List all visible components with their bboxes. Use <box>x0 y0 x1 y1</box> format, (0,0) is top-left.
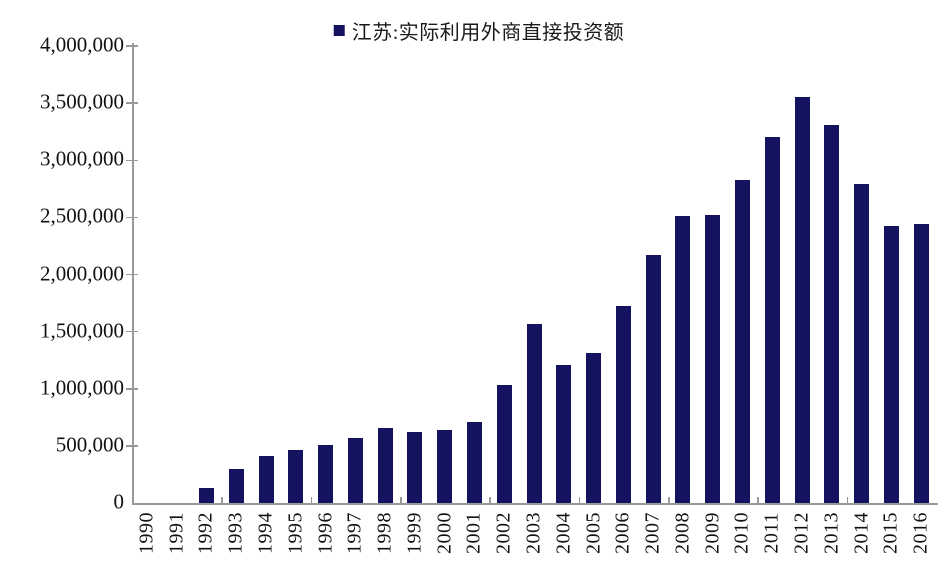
y-tick-label: 4,000,000 <box>40 32 124 57</box>
x-label-2006: 2006 <box>611 512 634 554</box>
y-tick-mark <box>126 216 138 219</box>
y-tick-label: 3,500,000 <box>40 89 124 114</box>
x-label-2003: 2003 <box>522 512 545 554</box>
x-label-1994: 1994 <box>254 512 277 554</box>
x-label-1998: 1998 <box>373 512 396 554</box>
x-label-1991: 1991 <box>165 512 188 554</box>
x-label-1999: 1999 <box>403 512 426 554</box>
bar-2008 <box>675 216 691 503</box>
x-tick-mark <box>757 497 759 503</box>
y-tick-mark <box>126 45 138 47</box>
bar-1997 <box>347 438 363 503</box>
bar-1994 <box>258 456 274 503</box>
bar-2016 <box>913 224 929 503</box>
bar-2001 <box>466 422 482 503</box>
x-label-2014: 2014 <box>850 512 873 554</box>
x-tick-mark <box>846 497 849 503</box>
bar-2015 <box>883 225 899 503</box>
bar-2012 <box>794 96 810 503</box>
bar-2013 <box>824 125 840 503</box>
bar-1992 <box>198 487 214 503</box>
x-tick-mark <box>668 497 670 503</box>
y-tick-mark <box>126 330 138 333</box>
x-tick-mark <box>578 497 581 503</box>
bar-2009 <box>705 214 721 503</box>
bar-2006 <box>615 305 631 503</box>
x-label-2015: 2015 <box>879 512 902 554</box>
y-tick-mark <box>126 388 138 390</box>
y-tick-label: 3,000,000 <box>40 146 124 171</box>
x-label-2005: 2005 <box>582 512 605 554</box>
x-label-2009: 2009 <box>701 512 724 554</box>
x-label-2001: 2001 <box>462 512 485 554</box>
x-label-2013: 2013 <box>820 512 843 554</box>
x-axis-line <box>132 503 938 505</box>
x-label-2016: 2016 <box>909 512 932 554</box>
bar-1995 <box>288 450 304 503</box>
bar-2007 <box>645 255 661 503</box>
x-label-2000: 2000 <box>433 512 456 554</box>
x-label-2007: 2007 <box>641 512 664 554</box>
y-tick-label: 2,500,000 <box>40 203 124 228</box>
x-label-2002: 2002 <box>492 512 515 554</box>
bar-2000 <box>437 429 453 503</box>
y-axis-line <box>132 43 134 504</box>
bar-2014 <box>854 183 870 503</box>
y-tick-label: 0 <box>113 489 125 514</box>
y-tick-label: 1,500,000 <box>40 317 124 342</box>
legend-square-icon <box>333 25 345 36</box>
x-label-2011: 2011 <box>760 512 783 554</box>
bar-2004 <box>556 365 572 503</box>
bar-2002 <box>496 385 512 503</box>
x-label-1990: 1990 <box>135 512 158 554</box>
y-tick-mark <box>126 445 138 447</box>
x-label-2010: 2010 <box>730 512 753 554</box>
x-label-1992: 1992 <box>194 512 217 554</box>
legend-series-label: 江苏:实际利用外商直接投资额 <box>351 22 625 44</box>
bar-2010 <box>734 180 750 503</box>
x-tick-mark <box>400 497 402 503</box>
x-tick-mark <box>310 497 313 503</box>
bar-1998 <box>377 428 393 503</box>
y-tick-label: 500,000 <box>55 432 124 457</box>
bar-1993 <box>228 469 244 503</box>
chart-legend: 江苏:实际利用外商直接投资额 <box>333 16 625 45</box>
y-tick-label: 1,000,000 <box>40 375 124 399</box>
x-label-1993: 1993 <box>224 512 247 554</box>
x-label-2008: 2008 <box>671 512 694 554</box>
x-label-1995: 1995 <box>284 512 307 554</box>
y-tick-mark <box>126 102 138 104</box>
x-tick-mark <box>489 497 491 503</box>
bar-2005 <box>586 353 602 503</box>
y-tick-mark <box>126 273 138 276</box>
y-tick-mark <box>126 159 138 161</box>
x-tick-mark <box>221 497 223 503</box>
x-label-2004: 2004 <box>552 512 575 554</box>
bar-2003 <box>526 324 542 503</box>
y-tick-label: 2,000,000 <box>40 260 124 285</box>
x-label-2012: 2012 <box>790 512 813 554</box>
x-label-1996: 1996 <box>314 512 337 554</box>
bar-2011 <box>764 137 780 503</box>
bar-1999 <box>407 432 423 503</box>
bar-1996 <box>318 445 334 503</box>
x-label-1997: 1997 <box>343 512 366 554</box>
